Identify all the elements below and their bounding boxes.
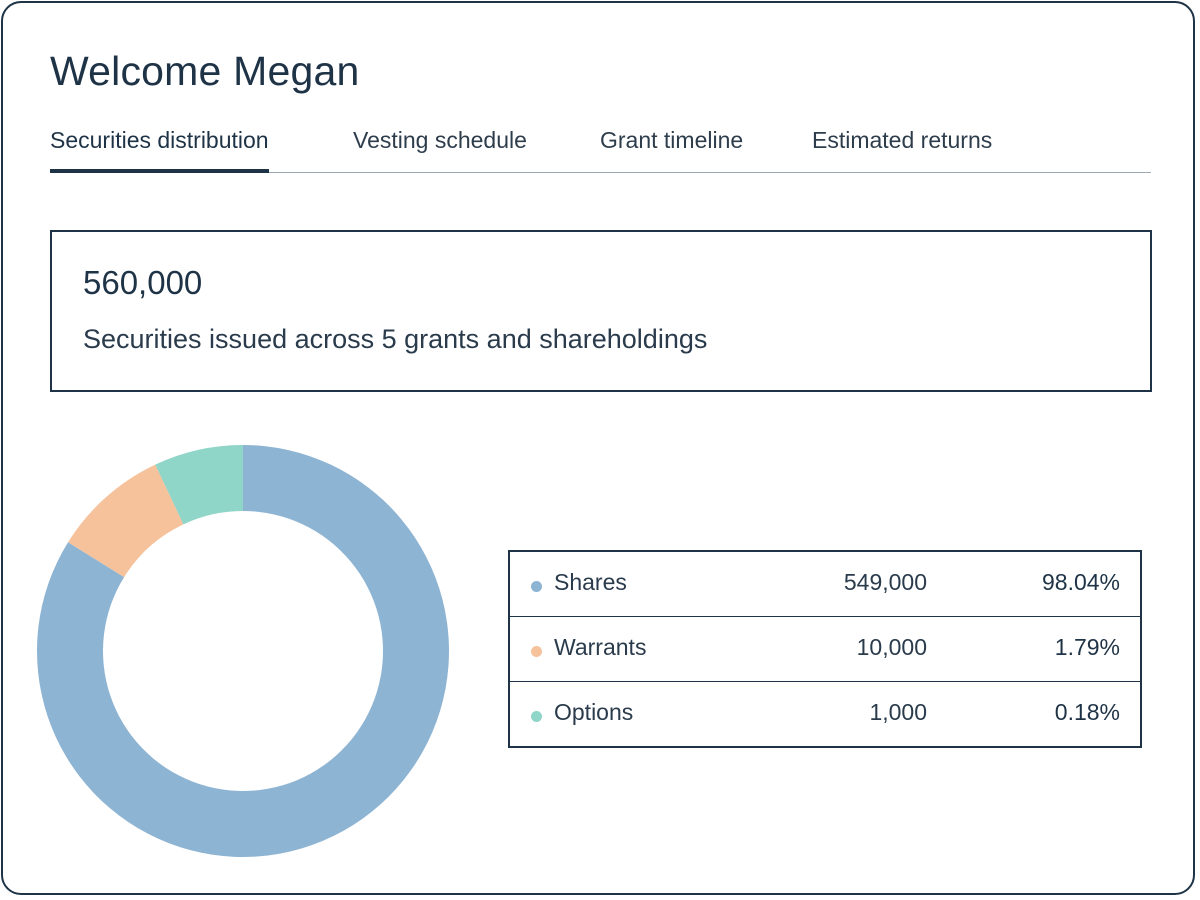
- shares-percent: 98.04%: [1041, 569, 1120, 595]
- tab-estimated-returns[interactable]: Estimated returns: [812, 127, 993, 153]
- securities-summary-card: 560,000 Securities issued across 5 grant…: [50, 230, 1152, 392]
- legend-row-warrants: Warrants 10,000 1.79%: [510, 617, 1140, 682]
- warrants-label: Warrants: [554, 634, 647, 660]
- options-count: 1,000: [869, 699, 927, 725]
- options-color-dot: [531, 711, 542, 722]
- securities-donut-chart: [36, 445, 450, 857]
- warrants-color-dot: [531, 646, 542, 657]
- warrants-percent: 1.79%: [1054, 634, 1120, 660]
- shares-label: Shares: [554, 569, 627, 595]
- legend-row-options: Options 1,000 0.18%: [510, 682, 1140, 746]
- total-securities-description: Securities issued across 5 grants and sh…: [83, 324, 708, 354]
- shares-color-dot: [531, 581, 542, 592]
- tab-securities-distribution[interactable]: Securities distribution: [50, 123, 269, 173]
- shares-count: 549,000: [843, 569, 927, 595]
- total-securities-value: 560,000: [83, 264, 203, 301]
- page-title: Welcome Megan: [50, 48, 360, 94]
- tab-grant-timeline[interactable]: Grant timeline: [600, 127, 744, 153]
- tab-bar: Securities distribution Vesting schedule…: [50, 123, 1151, 173]
- legend-row-shares: Shares 549,000 98.04%: [510, 552, 1140, 617]
- tab-vesting-schedule[interactable]: Vesting schedule: [353, 127, 527, 153]
- securities-legend-table: Shares 549,000 98.04% Warrants 10,000 1.…: [508, 550, 1142, 748]
- warrants-count: 10,000: [856, 634, 927, 660]
- donut-slice-options: [155, 445, 243, 525]
- donut-slice-shares: [36, 445, 450, 857]
- options-percent: 0.18%: [1054, 699, 1120, 725]
- donut-slice-warrants: [68, 464, 184, 578]
- options-label: Options: [554, 699, 634, 725]
